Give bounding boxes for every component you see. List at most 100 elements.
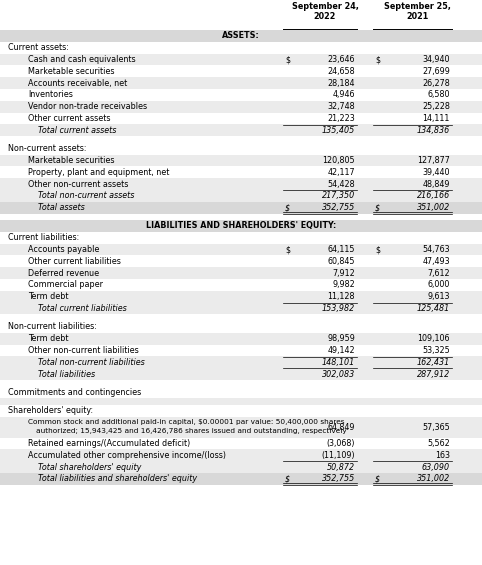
Text: 302,083: 302,083 <box>322 370 355 379</box>
Text: 163: 163 <box>435 451 450 460</box>
Text: Commercial paper: Commercial paper <box>28 280 103 289</box>
Text: 5,562: 5,562 <box>427 439 450 448</box>
Text: Retained earnings/(Accumulated deficit): Retained earnings/(Accumulated deficit) <box>28 439 190 448</box>
Bar <box>0 437 482 449</box>
Bar <box>0 279 482 291</box>
Text: 351,002: 351,002 <box>417 203 450 212</box>
Text: $: $ <box>375 474 380 483</box>
Text: 135,405: 135,405 <box>322 126 355 135</box>
Text: Marketable securities: Marketable securities <box>28 67 115 76</box>
Text: Other non-current assets: Other non-current assets <box>28 180 128 189</box>
Text: 127,877: 127,877 <box>417 156 450 165</box>
Bar <box>0 190 482 202</box>
Text: LIABILITIES AND SHAREHOLDERS' EQUITY:: LIABILITIES AND SHAREHOLDERS' EQUITY: <box>146 221 336 231</box>
Text: Deferred revenue: Deferred revenue <box>28 268 99 277</box>
Text: Total current liabilities: Total current liabilities <box>38 304 127 313</box>
Bar <box>0 66 482 77</box>
Text: 134,836: 134,836 <box>417 126 450 135</box>
Bar <box>0 473 482 485</box>
Text: 39,440: 39,440 <box>423 168 450 177</box>
Bar <box>0 54 482 66</box>
Text: Accounts payable: Accounts payable <box>28 245 99 254</box>
Text: 48,849: 48,849 <box>423 180 450 189</box>
Bar <box>0 449 482 461</box>
Bar <box>0 368 482 380</box>
Text: 53,325: 53,325 <box>422 346 450 355</box>
Text: $: $ <box>285 474 290 483</box>
Text: 14,111: 14,111 <box>423 114 450 123</box>
Bar <box>0 255 482 267</box>
Text: 7,612: 7,612 <box>428 268 450 277</box>
Text: Total shareholders' equity: Total shareholders' equity <box>38 463 141 472</box>
Bar <box>0 202 482 214</box>
Bar <box>0 461 482 473</box>
Text: Total non-current liabilities: Total non-current liabilities <box>38 358 145 367</box>
Text: 47,493: 47,493 <box>422 257 450 266</box>
Bar <box>0 143 482 154</box>
Bar <box>0 214 482 220</box>
Text: 64,115: 64,115 <box>327 245 355 254</box>
Text: 6,000: 6,000 <box>428 280 450 289</box>
Text: Current assets:: Current assets: <box>8 43 69 52</box>
Bar <box>0 77 482 89</box>
Text: 6,580: 6,580 <box>428 90 450 99</box>
Bar <box>0 42 482 54</box>
Bar <box>0 0 482 30</box>
Bar <box>0 244 482 255</box>
Bar <box>0 291 482 303</box>
Bar <box>0 101 482 112</box>
Text: Shareholders' equity:: Shareholders' equity: <box>8 406 93 415</box>
Text: 352,755: 352,755 <box>322 474 355 483</box>
Bar <box>0 321 482 333</box>
Text: Vendor non-trade receivables: Vendor non-trade receivables <box>28 102 147 111</box>
Text: Marketable securities: Marketable securities <box>28 156 115 165</box>
Text: 27,699: 27,699 <box>422 67 450 76</box>
Text: 153,982: 153,982 <box>322 304 355 313</box>
Text: 9,982: 9,982 <box>332 280 355 289</box>
Text: 54,763: 54,763 <box>422 245 450 254</box>
Text: 287,912: 287,912 <box>417 370 450 379</box>
Text: 125,481: 125,481 <box>417 304 450 313</box>
Text: 4,946: 4,946 <box>333 90 355 99</box>
Text: 21,223: 21,223 <box>327 114 355 123</box>
Bar <box>0 89 482 101</box>
Text: September 24,
2022: September 24, 2022 <box>292 2 359 21</box>
Text: $: $ <box>285 245 290 254</box>
Text: 98,959: 98,959 <box>327 334 355 343</box>
Text: Term debt: Term debt <box>28 292 68 301</box>
Text: (11,109): (11,109) <box>321 451 355 460</box>
Text: Non-current liabilities:: Non-current liabilities: <box>8 322 97 331</box>
Text: September 25,
2021: September 25, 2021 <box>384 2 451 21</box>
Bar <box>0 154 482 166</box>
Text: 64,849: 64,849 <box>327 423 355 432</box>
Text: Non-current assets:: Non-current assets: <box>8 144 86 153</box>
Text: (3,068): (3,068) <box>326 439 355 448</box>
Text: Accumulated other comprehensive income/(loss): Accumulated other comprehensive income/(… <box>28 451 226 460</box>
Text: 216,166: 216,166 <box>417 192 450 201</box>
Text: Total assets: Total assets <box>38 203 85 212</box>
Text: 23,646: 23,646 <box>327 55 355 64</box>
Text: 109,106: 109,106 <box>417 334 450 343</box>
Text: 120,805: 120,805 <box>322 156 355 165</box>
Text: 32,748: 32,748 <box>327 102 355 111</box>
Text: 57,365: 57,365 <box>422 423 450 432</box>
Bar <box>0 380 482 386</box>
Bar <box>0 416 482 437</box>
Text: 11,128: 11,128 <box>327 292 355 301</box>
Bar <box>0 357 482 368</box>
Text: 24,658: 24,658 <box>327 67 355 76</box>
Bar <box>0 112 482 124</box>
Text: authorized; 15,943,425 and 16,426,786 shares issued and outstanding, respectivel: authorized; 15,943,425 and 16,426,786 sh… <box>36 428 347 434</box>
Text: Cash and cash equivalents: Cash and cash equivalents <box>28 55 135 64</box>
Text: Other current liabilities: Other current liabilities <box>28 257 121 266</box>
Text: $: $ <box>375 203 380 212</box>
Text: 7,912: 7,912 <box>332 268 355 277</box>
Text: 28,184: 28,184 <box>327 79 355 88</box>
Text: Common stock and additional paid-in capital, $0.00001 par value: 50,400,000 shar: Common stock and additional paid-in capi… <box>28 419 345 424</box>
Bar <box>0 136 482 143</box>
Text: 60,845: 60,845 <box>327 257 355 266</box>
Text: ASSETS:: ASSETS: <box>222 32 260 41</box>
Text: Inventories: Inventories <box>28 90 73 99</box>
Text: 49,142: 49,142 <box>327 346 355 355</box>
Text: Total liabilities and shareholders' equity: Total liabilities and shareholders' equi… <box>38 474 197 483</box>
